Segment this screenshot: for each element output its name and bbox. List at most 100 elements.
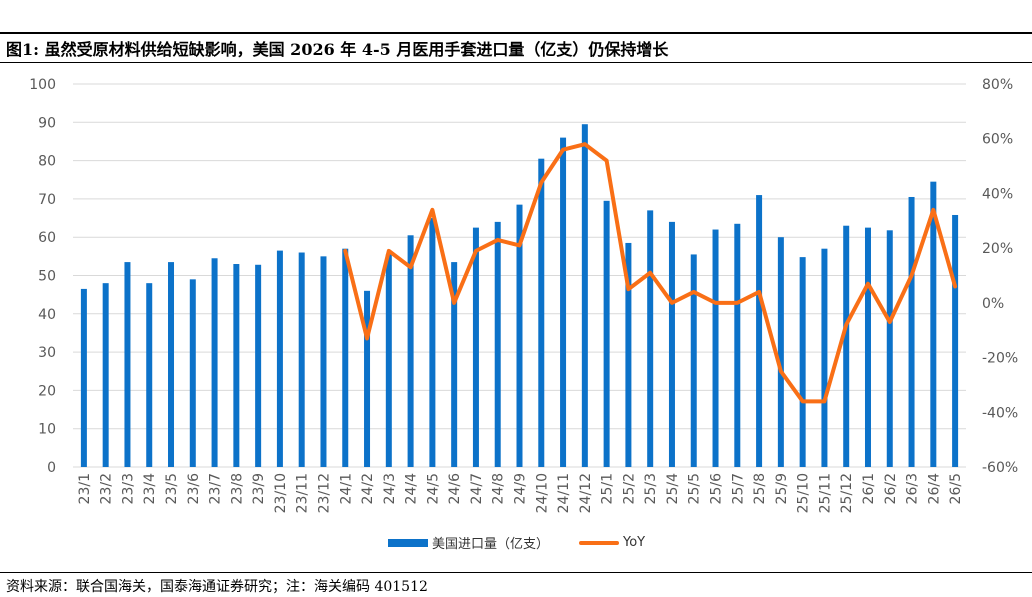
legend-bar-label: 美国进口量（亿支） [432,537,550,552]
bar [734,223,741,467]
right-tick-label: 20% [982,241,1013,257]
bar [668,221,675,467]
left-axis-labels: 0 10 20 30 40 50 60 70 80 90 100 [29,77,56,476]
bar [908,196,915,468]
figure-title: 图1: 虽然受原材料供给短缺影响，美国 2026 年 4-5 月医用手套进口量（… [6,40,669,59]
x-tick-label: 25/7 [730,473,746,504]
left-tick-label: 30 [38,345,56,361]
left-tick-label: 50 [38,269,56,285]
bar [886,230,893,467]
x-tick-label: 24/6 [447,473,463,505]
bar [603,200,610,467]
bar [80,288,87,467]
bar [320,256,327,467]
bar [385,254,392,467]
x-tick-label: 24/4 [404,473,420,505]
x-axis-labels: 23/1 23/2 23/3 23/4 23/5 23/6 23/7 23/8 23/9 23/1… [77,473,964,513]
legend-line-swatch [579,540,620,545]
bar [211,258,218,467]
bar [690,254,697,467]
bar [233,264,240,467]
bar [407,235,414,467]
x-tick-label: 24/12 [578,473,594,513]
x-tick-label: 25/4 [665,473,681,505]
x-tick-label: 26/4 [926,473,942,505]
x-tick-label: 23/9 [251,473,267,504]
bar [472,227,479,467]
bar [342,248,349,467]
right-tick-label: -40% [982,405,1018,421]
bar [298,252,305,467]
x-tick-label: 23/10 [273,473,289,513]
x-tick-label: 23/6 [186,473,202,505]
x-tick-label: 24/10 [534,473,550,513]
x-tick-label: 23/8 [229,473,245,504]
legend-line-label: YoY [623,535,646,550]
x-tick-label: 23/11 [295,473,311,513]
x-tick-label: 25/11 [817,473,833,513]
x-tick-label: 25/3 [643,473,659,504]
bar [799,257,806,467]
x-tick-label: 23/1 [77,473,93,504]
bar [146,283,153,467]
bar [429,218,436,467]
x-tick-label: 25/10 [796,473,812,513]
left-tick-label: 10 [38,422,56,438]
bar [756,195,763,467]
bottom-rule [0,572,1032,573]
bar [864,227,871,467]
left-tick-label: 0 [47,460,56,476]
left-tick-label: 80 [38,154,56,170]
x-tick-label: 25/2 [621,473,637,504]
x-tick-label: 23/5 [164,473,180,504]
x-tick-label: 25/9 [774,473,790,504]
right-tick-label: -20% [982,351,1018,367]
bar [124,262,131,467]
right-axis-labels: -60% -40% -20% 0% 20% 40% 60% 80% [982,77,1018,476]
right-tick-label: -60% [982,460,1018,476]
bar [843,225,850,467]
x-tick-label: 24/1 [338,473,354,504]
x-tick-label: 24/5 [425,473,441,504]
x-tick-label: 24/9 [513,473,529,504]
bar [516,204,523,467]
x-tick-label: 24/11 [556,473,572,513]
legend: 美国进口量（亿支） YoY [388,533,645,552]
bar [494,221,501,467]
bar [952,214,959,467]
bar [364,290,371,467]
bar [581,124,588,467]
x-tick-label: 26/5 [948,473,964,504]
bar [930,181,937,468]
x-tick-label: 26/2 [883,473,899,504]
bar [560,137,567,467]
x-tick-label: 26/1 [861,473,877,504]
left-tick-label: 90 [38,115,56,131]
bar [538,158,545,467]
x-tick-label: 23/7 [208,473,224,504]
left-tick-label: 40 [38,307,56,323]
line-series [343,142,958,404]
bar [712,229,719,467]
bar [625,242,632,467]
x-tick-label: 25/5 [687,473,703,504]
x-tick-label: 25/6 [709,473,725,505]
x-tick-label: 23/3 [120,473,136,504]
left-tick-label: 70 [38,192,56,208]
grid-lines [73,83,966,468]
bar [168,262,175,467]
bar [102,283,109,467]
yoy-line [343,142,958,404]
legend-bar-swatch [388,538,428,547]
x-tick-label: 24/3 [382,473,398,504]
left-tick-label: 60 [38,230,56,246]
bar [821,248,828,467]
bar [276,250,283,467]
bar [777,237,784,467]
x-tick-label: 23/12 [316,473,332,513]
x-tick-label: 25/12 [839,473,855,513]
title-rule [0,62,1032,63]
bar [451,262,458,467]
source-note: 资料来源：联合国海关，国泰海通证券研究；注：海关编码 401512 [6,579,428,595]
